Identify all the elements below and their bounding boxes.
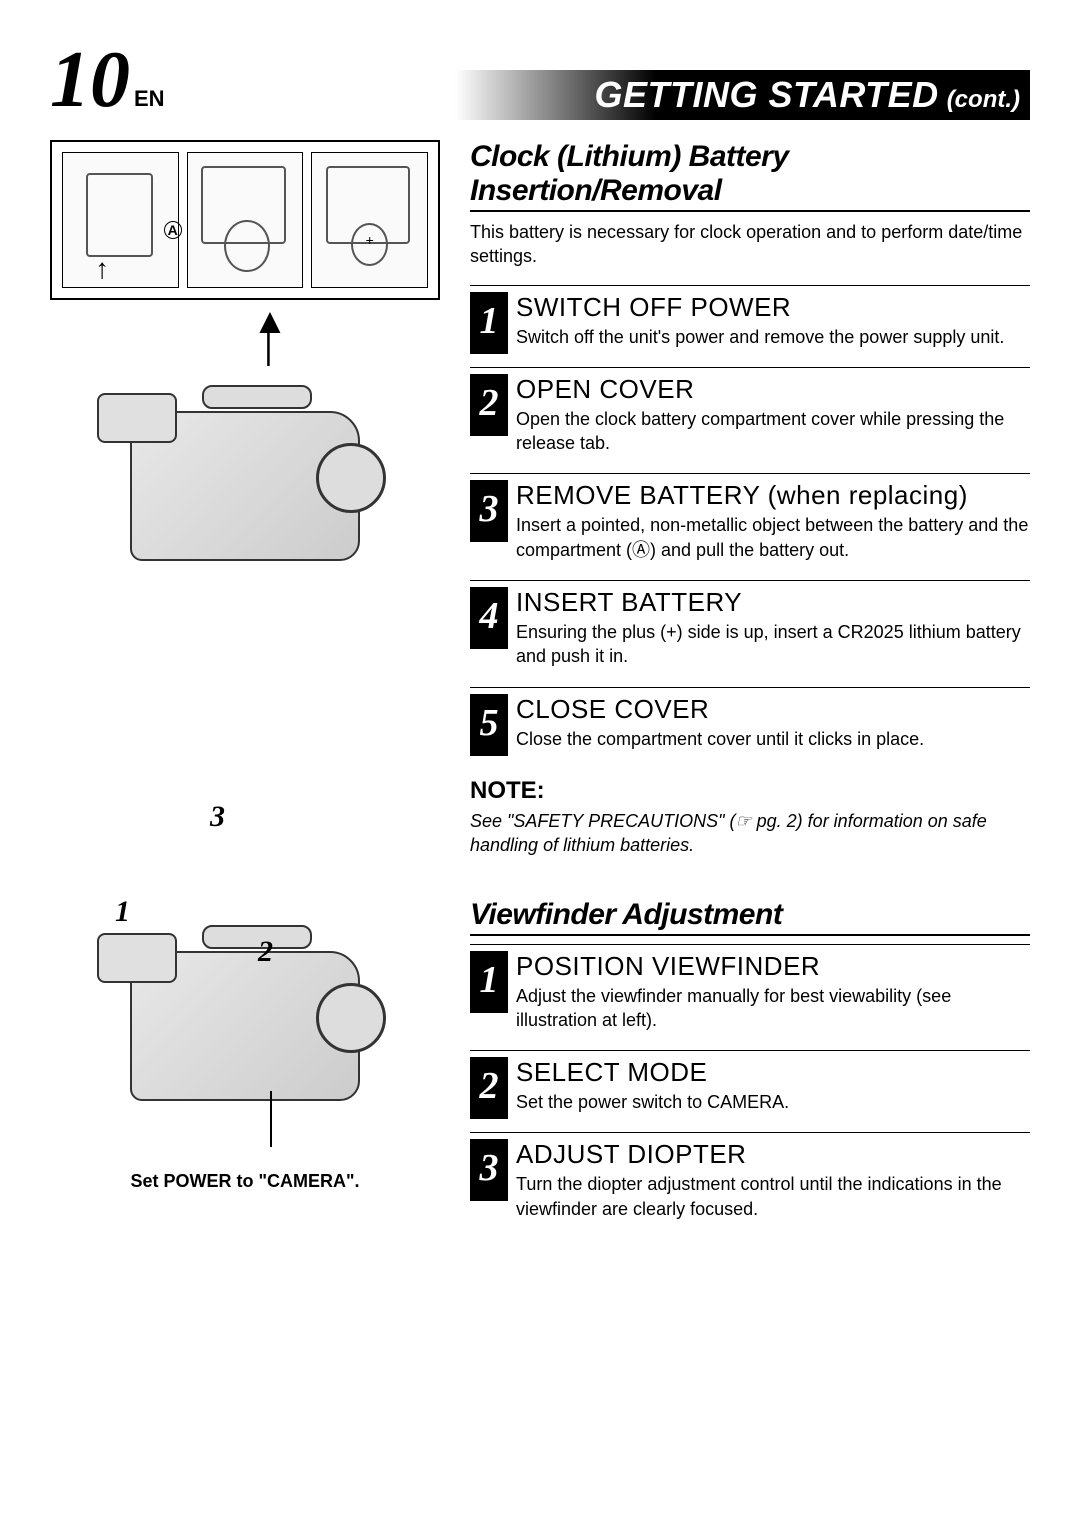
step-body: Switch off the unit's power and remove t… [516, 325, 1030, 349]
step-num: 3 [470, 1139, 508, 1201]
step-num: 4 [470, 587, 508, 649]
battery-diagram: A + [50, 140, 440, 300]
step-title: OPEN COVER [516, 374, 1030, 405]
note-title: NOTE: [470, 777, 1030, 805]
page-lang: EN [134, 86, 165, 112]
camera-illustration-1 [70, 361, 420, 601]
pointer-line [270, 1091, 272, 1147]
step-body: Set the power switch to CAMERA. [516, 1090, 1030, 1114]
section1-title: Clock (Lithium) Battery Insertion/Remova… [470, 140, 1030, 212]
cam-viewfinder [97, 393, 177, 443]
banner-main: GETTING STARTED [595, 74, 939, 116]
step-1b: 1 POSITION VIEWFINDER Adjust the viewfin… [470, 944, 1030, 1041]
step-num: 1 [470, 951, 508, 1013]
step-num: 2 [470, 1057, 508, 1119]
banner-cont: (cont.) [947, 86, 1020, 114]
step-3b: 3 ADJUST DIOPTER Turn the diopter adjust… [470, 1132, 1030, 1229]
cam-handle [202, 385, 312, 409]
step-body: Ensuring the plus (+) side is up, insert… [516, 620, 1030, 669]
step-title: ADJUST DIOPTER [516, 1139, 1030, 1170]
note-block: NOTE: See "SAFETY PRECAUTIONS" (☞ pg. 2)… [470, 777, 1030, 858]
step-title: CLOSE COVER [516, 694, 1030, 725]
step-body: Turn the diopter adjustment control unti… [516, 1172, 1030, 1221]
diagram-cell-1 [62, 152, 179, 288]
section2-title: Viewfinder Adjustment [470, 898, 1030, 936]
step-2: 2 OPEN COVER Open the clock battery comp… [470, 367, 1030, 464]
step-num: 1 [470, 292, 508, 354]
step-3: 3 REMOVE BATTERY (when replacing) Insert… [470, 473, 1030, 570]
cam-lens-2 [316, 983, 386, 1053]
step-title: POSITION VIEWFINDER [516, 951, 1030, 982]
step-title: REMOVE BATTERY (when replacing) [516, 480, 1030, 511]
step-num: 3 [470, 480, 508, 542]
section-banner: GETTING STARTED (cont.) [455, 70, 1031, 120]
cam-body [130, 411, 360, 561]
cam-body-2 [130, 951, 360, 1101]
callout-3: 3 [210, 800, 225, 834]
step-body: Adjust the viewfinder manually for best … [516, 984, 1030, 1033]
cam-viewfinder-2 [97, 933, 177, 983]
section2: Viewfinder Adjustment 1 POSITION VIEWFIN… [470, 898, 1030, 1229]
diagram-cell-2: A [187, 152, 304, 288]
step-2b: 2 SELECT MODE Set the power switch to CA… [470, 1050, 1030, 1122]
step-num: 2 [470, 374, 508, 436]
right-column: Clock (Lithium) Battery Insertion/Remova… [470, 140, 1030, 1239]
step-body: Insert a pointed, non-metallic object be… [516, 513, 1030, 562]
cam-handle-2 [202, 925, 312, 949]
diagram-cell-3: + [311, 152, 428, 288]
callout-1: 1 [115, 895, 130, 929]
step-1: 1 SWITCH OFF POWER Switch off the unit's… [470, 285, 1030, 357]
cam-lens [316, 443, 386, 513]
content-grid: A + ▲│ Set POWER to "CAMERA". Clock ( [50, 140, 1030, 1239]
step-title: SWITCH OFF POWER [516, 292, 1030, 323]
page-number-block: 10 EN [50, 40, 165, 120]
camera-illustration-2 [70, 901, 420, 1141]
illus2-caption: Set POWER to "CAMERA". [50, 1171, 440, 1192]
step-num: 5 [470, 694, 508, 756]
step-body: Close the compartment cover until it cli… [516, 727, 1030, 751]
step-5: 5 CLOSE COVER Close the compartment cove… [470, 687, 1030, 759]
note-body: See "SAFETY PRECAUTIONS" (☞ pg. 2) for i… [470, 809, 1030, 858]
page-number: 10 [50, 40, 130, 120]
left-column: A + ▲│ Set POWER to "CAMERA". [50, 140, 440, 1239]
step-4: 4 INSERT BATTERY Ensuring the plus (+) s… [470, 580, 1030, 677]
step-title: SELECT MODE [516, 1057, 1030, 1088]
step-body: Open the clock battery compartment cover… [516, 407, 1030, 456]
battery-plus-icon: + [351, 223, 388, 266]
page-header: 10 EN GETTING STARTED (cont.) [50, 40, 1030, 120]
step-title: INSERT BATTERY [516, 587, 1030, 618]
diagram-label-a: A [164, 221, 182, 239]
callout-2: 2 [258, 935, 273, 969]
arrow-up-icon: ▲│ [100, 310, 440, 353]
section1-intro: This battery is necessary for clock oper… [470, 220, 1030, 269]
